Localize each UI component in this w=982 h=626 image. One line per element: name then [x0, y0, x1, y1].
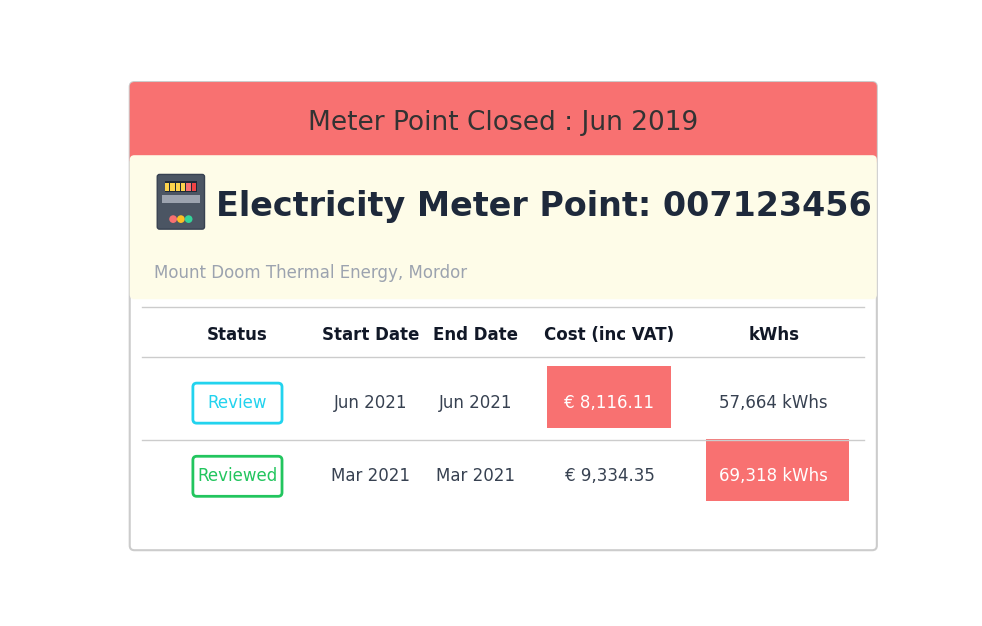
Text: Start Date: Start Date [322, 326, 419, 344]
Text: Mar 2021: Mar 2021 [436, 467, 515, 485]
Text: Mount Doom Thermal Energy, Mordor: Mount Doom Thermal Energy, Mordor [154, 264, 466, 282]
Bar [165, 183, 170, 191]
Text: € 8,116.11: € 8,116.11 [565, 394, 654, 412]
Text: Reviewed: Reviewed [197, 467, 278, 485]
Text: € 9,334.35: € 9,334.35 [565, 467, 654, 485]
FancyBboxPatch shape [130, 82, 877, 165]
Text: Review: Review [208, 394, 267, 412]
FancyBboxPatch shape [192, 456, 282, 496]
FancyBboxPatch shape [130, 82, 877, 550]
FancyBboxPatch shape [130, 155, 877, 299]
Bar [162, 195, 200, 203]
Bar [547, 366, 672, 428]
Bar [706, 439, 849, 501]
Text: 57,664 kWhs: 57,664 kWhs [720, 394, 828, 412]
Bar [165, 182, 196, 192]
Bar [191, 183, 196, 191]
Text: Meter Point Closed : Jun 2019: Meter Point Closed : Jun 2019 [308, 110, 698, 136]
Bar [135, 123, 872, 160]
Text: Mar 2021: Mar 2021 [331, 467, 410, 485]
Circle shape [177, 215, 185, 223]
Circle shape [169, 215, 177, 223]
FancyBboxPatch shape [157, 175, 204, 229]
Text: End Date: End Date [433, 326, 518, 344]
Text: 69,318 kWhs: 69,318 kWhs [719, 467, 828, 485]
Text: Status: Status [207, 326, 268, 344]
Text: Jun 2021: Jun 2021 [439, 394, 513, 412]
Text: kWhs: kWhs [748, 326, 799, 344]
Bar [135, 160, 872, 227]
Bar [135, 160, 872, 295]
Circle shape [185, 215, 192, 223]
Text: Electricity Meter Point: 007123456: Electricity Meter Point: 007123456 [216, 190, 872, 222]
Text: Cost (inc VAT): Cost (inc VAT) [544, 326, 675, 344]
Bar [170, 183, 175, 191]
FancyBboxPatch shape [192, 383, 282, 423]
Text: Jun 2021: Jun 2021 [334, 394, 408, 412]
Bar [176, 183, 180, 191]
Bar [181, 183, 186, 191]
Bar [187, 183, 191, 191]
